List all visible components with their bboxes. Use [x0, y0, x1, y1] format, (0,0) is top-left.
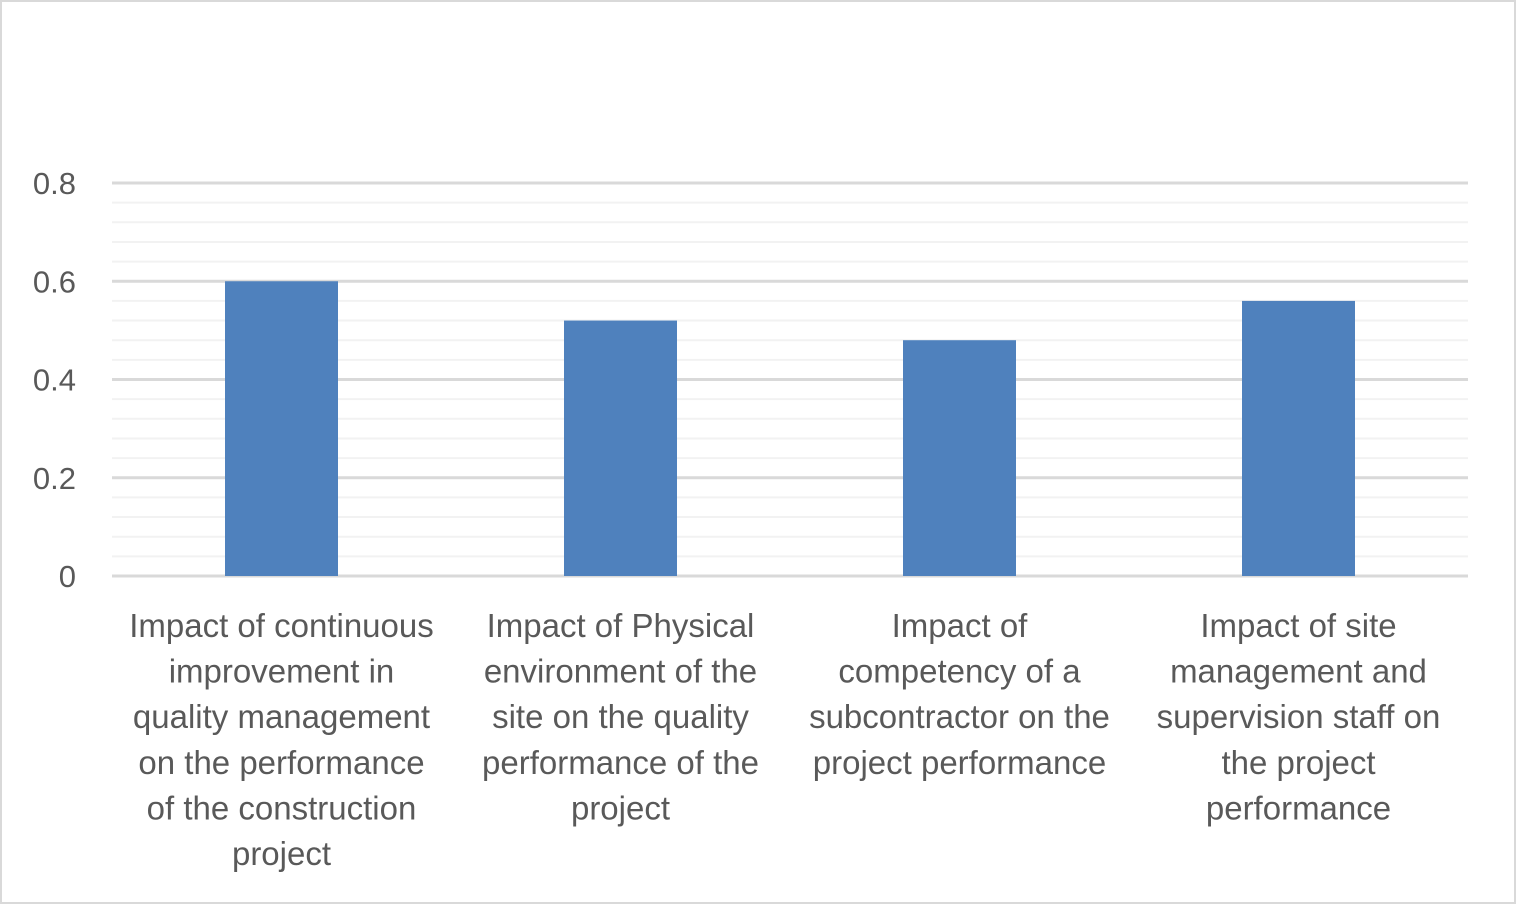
- y-axis-tick-labels: 0 0.2 0.4 0.6 0.8: [33, 166, 76, 594]
- y-tick-label: 0.6: [33, 264, 76, 299]
- x-category-label-line: subcontractor on the: [809, 698, 1110, 735]
- x-category-label-line: management and: [1170, 653, 1427, 690]
- x-category-label: Impact of Physical environment of the site…: [482, 607, 759, 826]
- bar: [903, 340, 1016, 576]
- x-category-label: Impact of continuous improvement in qualit…: [129, 607, 434, 872]
- bar: [564, 320, 677, 576]
- x-category-label-line: quality management: [133, 698, 430, 735]
- x-category-label-line: Impact of: [892, 607, 1029, 644]
- x-category-label-line: on the performance: [138, 744, 424, 781]
- bar: [1242, 300, 1355, 576]
- y-tick-label: 0.8: [33, 166, 76, 201]
- x-category-label-line: performance of the: [482, 744, 759, 781]
- x-category-label: Impact of competency of a subcontractor on…: [809, 607, 1110, 781]
- y-tick-label: 0.4: [33, 363, 76, 398]
- x-category-label-line: environment of the: [484, 653, 757, 690]
- x-category-label-line: project: [232, 835, 331, 872]
- x-category-label-line: project: [571, 789, 670, 826]
- y-tick-label: 0.2: [33, 461, 76, 496]
- x-category-label-line: supervision staff on: [1157, 698, 1441, 735]
- bar: [225, 281, 338, 576]
- x-category-label-line: performance: [1206, 789, 1391, 826]
- x-category-label-line: Impact of continuous: [129, 607, 434, 644]
- x-category-label-line: improvement in: [169, 653, 395, 690]
- x-category-label-line: competency of a: [838, 653, 1081, 690]
- x-category-label-line: Impact of site: [1200, 607, 1396, 644]
- x-category-label-line: project performance: [813, 744, 1106, 781]
- y-tick-label: 0: [59, 559, 76, 594]
- x-category-label-line: the project: [1221, 744, 1375, 781]
- x-category-label-line: Impact of Physical: [487, 607, 755, 644]
- x-category-label-line: site on the quality: [492, 698, 749, 735]
- x-category-label-line: of the construction: [147, 789, 417, 826]
- bars: [225, 281, 1355, 576]
- x-category-label: Impact of site management and supervision …: [1157, 607, 1441, 826]
- x-axis-category-labels: Impact of continuous improvement in qualit…: [129, 607, 1440, 872]
